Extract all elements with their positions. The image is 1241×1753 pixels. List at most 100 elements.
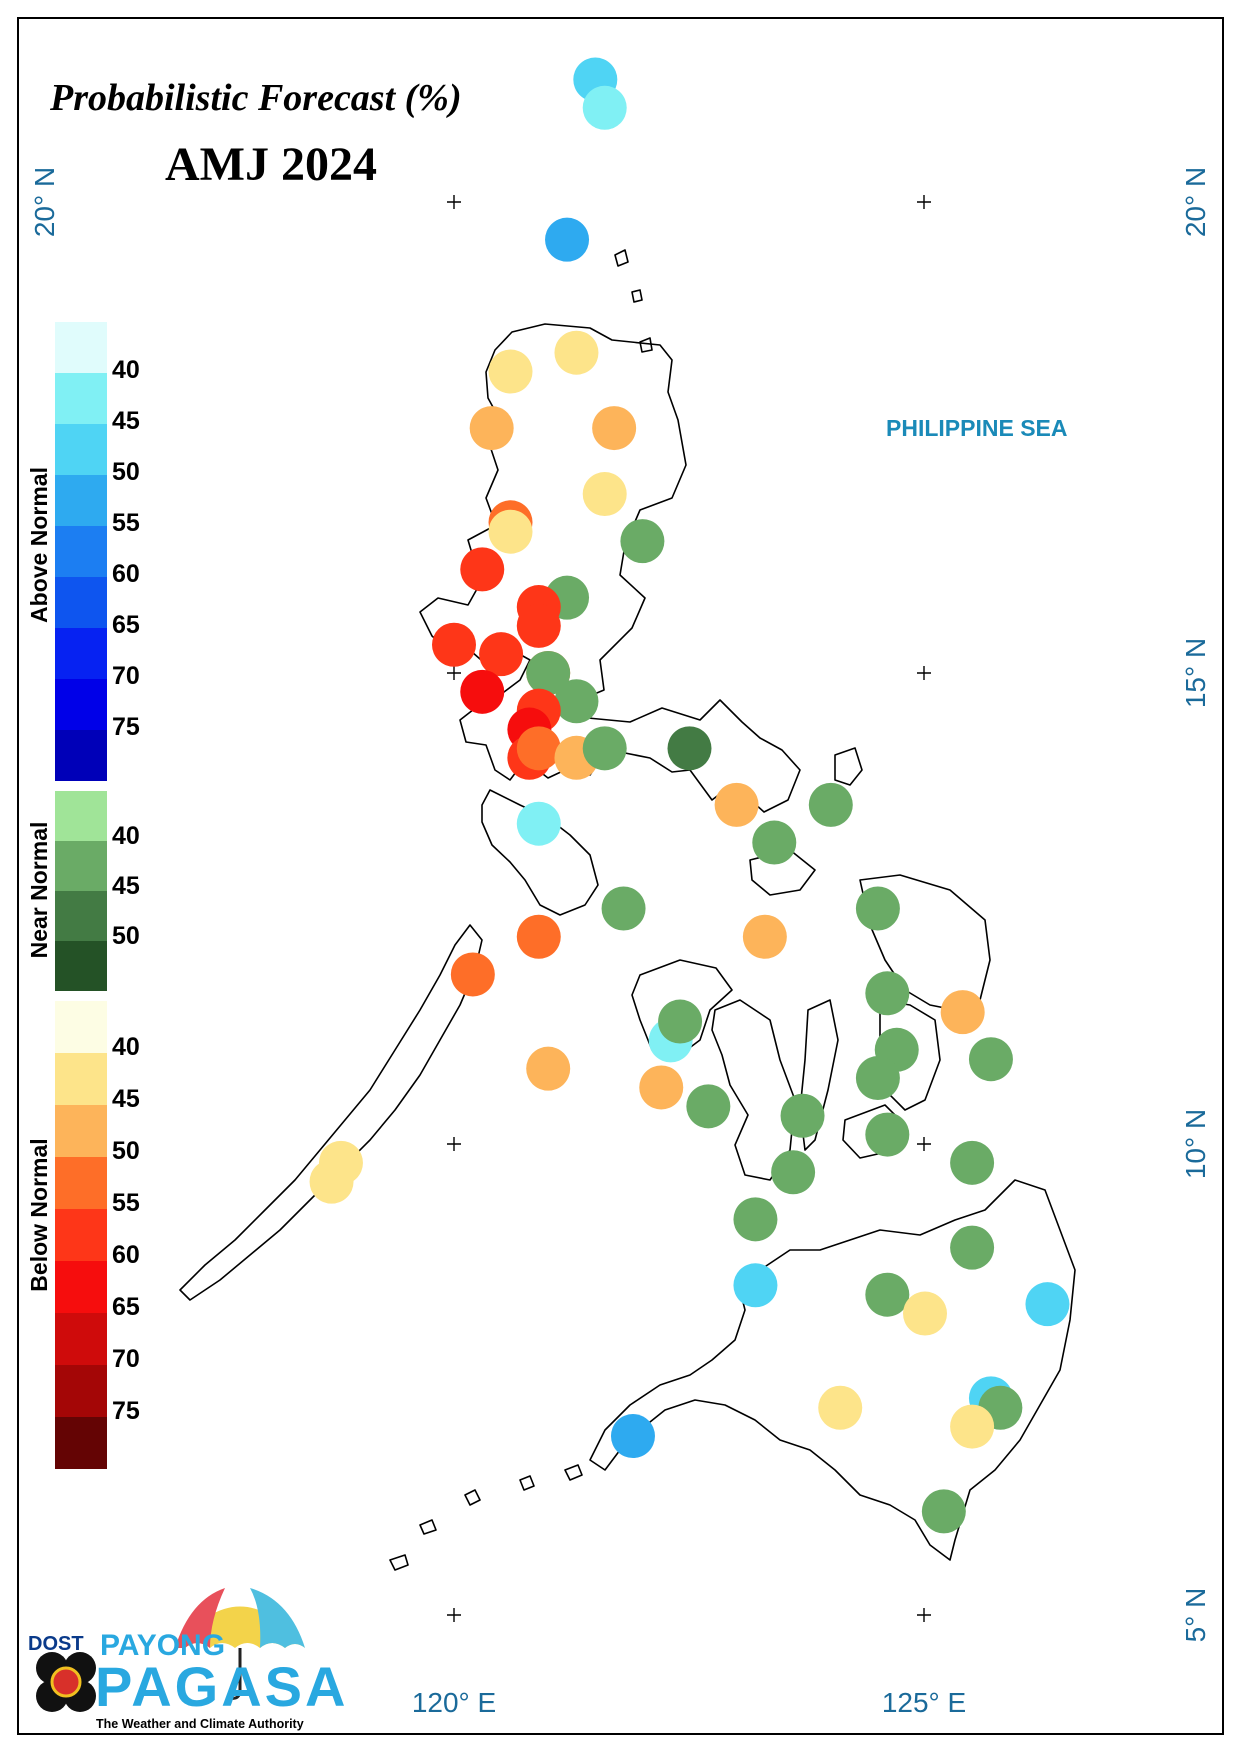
legend-tick-label: 40 [112, 356, 140, 384]
umbrella-blue-panel [250, 1588, 305, 1648]
legend-tick-label: 50 [112, 458, 140, 486]
lat-label-right-20: 20° N [1180, 167, 1211, 237]
legend-swatch [55, 1209, 107, 1261]
palawan-outline [179, 924, 483, 1301]
station-marker-above [545, 217, 590, 262]
station-marker-above [1025, 1282, 1070, 1327]
station-marker-below [516, 914, 561, 959]
station-marker-near [733, 1197, 778, 1242]
station-marker-below [432, 622, 476, 667]
legend-swatch [55, 1313, 107, 1365]
panay-outline [631, 959, 733, 1056]
grid-cross [447, 666, 461, 680]
period-label: AMJ 2024 [165, 138, 377, 191]
station-marker-below [460, 547, 505, 592]
legend-swatch [55, 1105, 107, 1157]
station-markers [309, 57, 1070, 1534]
grid-cross [917, 1137, 931, 1151]
grid-cross [917, 1608, 931, 1622]
station-marker-below [582, 472, 627, 517]
umbrella-handle [229, 1648, 242, 1700]
station-marker-near [780, 1093, 825, 1138]
legend-tick-label: 65 [112, 611, 140, 639]
luzon-outline [419, 323, 801, 813]
station-marker-near [526, 651, 571, 695]
station-marker-below [554, 330, 599, 375]
legend-swatch [55, 1261, 107, 1313]
legend-tick-label: 75 [112, 713, 140, 741]
legend-below-label: Below Normal [26, 1138, 52, 1291]
coastline [179, 249, 1076, 1571]
legend-tick-label: 45 [112, 1085, 140, 1113]
station-marker-near [865, 1112, 910, 1157]
lon-label-125: 125° E [882, 1687, 966, 1718]
station-marker-below [516, 603, 561, 648]
legend-swatch [55, 322, 107, 373]
station-marker-above [610, 1414, 655, 1459]
station-marker-near [620, 519, 665, 564]
station-marker-below [488, 349, 533, 394]
catanduanes-outline [834, 747, 863, 786]
batanes [614, 249, 653, 353]
legend-swatch [55, 373, 107, 424]
grid-crosses [447, 195, 931, 1622]
legend-tick-label: 70 [112, 662, 140, 690]
station-marker-below [516, 726, 561, 771]
station-marker-below [714, 782, 759, 827]
legend-swatch [55, 941, 107, 991]
pagasa-logo: DOST PAYONG PAGASA The Weather and Clima… [28, 1588, 348, 1731]
station-marker-below [592, 406, 637, 451]
station-marker-near [968, 1037, 1013, 1082]
station-marker-above [582, 85, 627, 130]
legend-above-normal: 40 45 50 55 60 65 70 75 [55, 322, 140, 781]
sea-label: PHILIPPINE SEA [886, 415, 1067, 441]
legend-swatch [55, 526, 107, 577]
station-marker-near [921, 1489, 966, 1534]
station-marker-below [450, 952, 495, 997]
payong-text: PAYONG [100, 1629, 225, 1662]
legend-swatch [55, 577, 107, 628]
station-marker-near [752, 820, 797, 865]
legend-tick-label: 70 [112, 1345, 140, 1373]
lat-label-right-15: 15° N [1180, 638, 1211, 708]
station-marker-near [950, 1140, 995, 1185]
grid-cross [447, 1608, 461, 1622]
umbrella-red-panel [175, 1588, 225, 1648]
station-marker-near [865, 1272, 910, 1317]
legend-above-label: Above Normal [26, 467, 52, 623]
station-marker-below [950, 1404, 995, 1449]
station-marker-below [488, 509, 533, 554]
sulu-islands [389, 1464, 583, 1571]
grid-cross [917, 666, 931, 680]
station-marker-below [903, 1291, 947, 1336]
station-marker-near [950, 1225, 995, 1270]
lat-label-right-5: 5° N [1180, 1588, 1211, 1643]
station-marker-below [940, 990, 985, 1035]
pagasa-text: PAGASA [95, 1655, 348, 1718]
grid-cross [447, 195, 461, 209]
station-marker-near [771, 1150, 816, 1195]
legend-tick-label: 60 [112, 560, 140, 588]
station-marker-below [309, 1159, 354, 1204]
grid-cross [917, 195, 931, 209]
station-marker-below [818, 1385, 863, 1430]
legend-swatch [55, 424, 107, 475]
station-marker-near [554, 679, 599, 724]
station-marker-above [516, 801, 561, 846]
legend-swatch [55, 891, 107, 941]
legend-swatch [55, 791, 107, 841]
map-frame [17, 17, 1224, 1735]
station-marker-below [479, 632, 524, 677]
station-marker-near [667, 726, 712, 771]
legend-swatch [55, 1157, 107, 1209]
legend-tick-label: 60 [112, 1241, 140, 1269]
lat-label-left-20: 20° N [29, 167, 60, 237]
legend-tick-label: 45 [112, 872, 140, 900]
station-marker-below [469, 406, 514, 451]
legend-swatch [55, 475, 107, 526]
legend-swatch [55, 1365, 107, 1417]
legend-swatch [55, 1053, 107, 1105]
legend-tick-label: 40 [112, 1033, 140, 1061]
station-marker-near [658, 999, 703, 1044]
